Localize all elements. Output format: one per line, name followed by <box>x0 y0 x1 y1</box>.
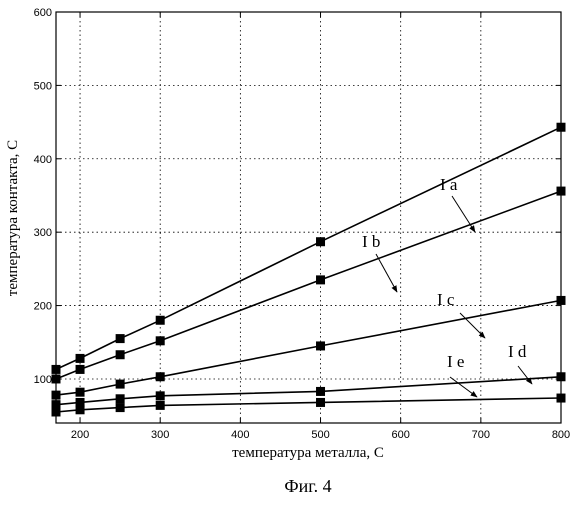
data-point-marker <box>116 403 125 412</box>
series-label: I d <box>508 342 527 361</box>
y-tick-label: 500 <box>34 80 52 92</box>
plot-border <box>56 12 561 423</box>
series-label: I b <box>362 232 380 251</box>
data-point-marker <box>116 334 125 343</box>
data-point-marker <box>156 336 165 345</box>
data-point-marker <box>316 398 325 407</box>
y-tick-label: 600 <box>34 7 52 19</box>
tick-labels: 200 300 400 500 600 700 800 100 200 300 400 500 600 <box>34 7 571 441</box>
series-line-4 <box>56 398 561 412</box>
x-tick-label: 600 <box>392 429 410 441</box>
data-point-marker <box>316 237 325 246</box>
x-axis-title: температура металла, С <box>232 445 384 461</box>
series-line-0 <box>56 127 561 369</box>
data-point-marker <box>76 388 85 397</box>
series-layer <box>52 123 566 417</box>
series-label: I c <box>437 290 455 309</box>
x-tick-label: 200 <box>71 429 89 441</box>
y-tick-label: 200 <box>34 301 52 313</box>
series-line-1 <box>56 191 561 379</box>
x-tick-label: 300 <box>151 429 169 441</box>
y-tick-label: 100 <box>34 374 52 386</box>
data-point-marker <box>76 405 85 414</box>
series-label: I e <box>447 352 464 371</box>
data-point-marker <box>156 372 165 381</box>
data-point-marker <box>116 350 125 359</box>
data-point-marker <box>316 275 325 284</box>
series-labels: I a I b I c I d I e <box>362 175 532 397</box>
data-point-marker <box>316 341 325 350</box>
x-tick-label: 400 <box>231 429 249 441</box>
x-tick-label: 700 <box>472 429 490 441</box>
plot-frame <box>56 12 561 423</box>
grid-lines <box>56 12 561 423</box>
y-tick-label: 400 <box>34 154 52 166</box>
data-point-marker <box>76 354 85 363</box>
series-line-3 <box>56 377 561 405</box>
series-label: I a <box>440 175 458 194</box>
series-label-arrow <box>518 366 532 384</box>
x-tick-label: 800 <box>552 429 570 441</box>
data-point-marker <box>116 394 125 403</box>
x-tick-label: 500 <box>311 429 329 441</box>
data-point-marker <box>316 387 325 396</box>
y-axis-title: температура контакта, С <box>5 140 21 296</box>
series-label-arrow <box>450 377 477 397</box>
data-point-marker <box>116 380 125 389</box>
y-tick-label: 300 <box>34 227 52 239</box>
data-point-marker <box>156 391 165 400</box>
series-label-arrow <box>376 254 397 292</box>
data-point-marker <box>156 401 165 410</box>
data-point-marker <box>156 316 165 325</box>
data-point-marker <box>76 365 85 374</box>
figure-caption: Фиг. 4 <box>284 476 331 496</box>
